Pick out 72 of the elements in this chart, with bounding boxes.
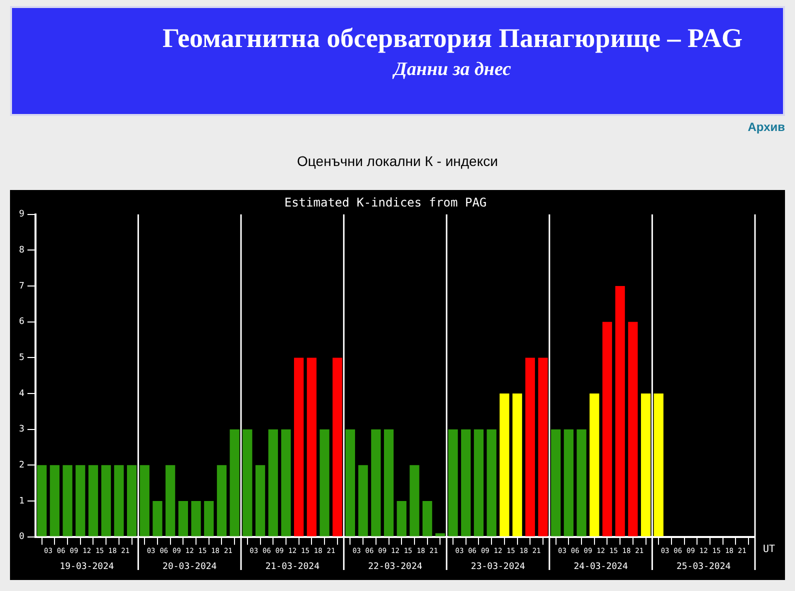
x2-tick-label: 24-03-2024 <box>574 562 628 572</box>
y-tick-label: 8 <box>18 246 24 256</box>
bar <box>435 533 445 536</box>
chart-title: Estimated K-indices from PAG <box>284 195 487 210</box>
bar <box>204 500 214 536</box>
bar <box>332 358 342 536</box>
bar <box>140 465 150 536</box>
bar <box>576 429 586 536</box>
bar <box>564 429 574 536</box>
bar <box>306 358 317 536</box>
x2-tick-label: 22-03-2024 <box>368 562 422 572</box>
bar <box>410 465 420 536</box>
x2-tick-label: 25-03-2024 <box>676 562 731 572</box>
bar <box>126 465 137 536</box>
x2-tick-label: 19-03-2024 <box>60 562 114 572</box>
y-tick-label: 3 <box>18 424 24 435</box>
bar <box>461 429 471 536</box>
bar <box>50 465 60 536</box>
bar <box>242 429 252 536</box>
bar <box>281 429 291 536</box>
y-tick-label: 4 <box>18 388 24 399</box>
x2-tick-label: 23-03-2024 <box>470 562 526 572</box>
bar <box>76 465 86 536</box>
bar <box>448 429 458 536</box>
bar <box>191 500 201 536</box>
bar <box>500 394 510 536</box>
bar <box>62 465 72 536</box>
text: Данни за днес <box>392 59 512 81</box>
bar <box>230 429 240 536</box>
bar <box>538 358 548 536</box>
bar <box>358 465 368 536</box>
bar <box>640 394 651 536</box>
bar <box>628 322 638 536</box>
bar <box>37 465 47 536</box>
y-tick-label: 5 <box>18 353 24 364</box>
bar <box>101 465 111 536</box>
bar <box>486 429 496 536</box>
y-tick-label: 7 <box>18 281 24 292</box>
bar <box>396 500 406 536</box>
bar <box>152 500 162 536</box>
y-tick-label: 2 <box>18 460 24 470</box>
y-tick-label: 0 <box>18 532 24 542</box>
bar <box>178 500 188 536</box>
bar <box>512 394 522 536</box>
bar <box>590 394 600 536</box>
bar <box>615 286 625 536</box>
text: Архив <box>748 120 785 134</box>
bar <box>320 429 330 536</box>
text: Оценъчни локални К - индекси <box>296 153 499 169</box>
bar <box>114 465 124 536</box>
bar <box>654 394 664 536</box>
bar <box>474 429 484 536</box>
bar <box>88 465 98 536</box>
bar <box>422 500 432 536</box>
bar <box>384 429 394 536</box>
x-axis-title: UT <box>763 544 776 555</box>
x2-tick-label: 21-03-2024 <box>265 562 320 572</box>
bar <box>255 465 266 536</box>
y-tick-label: 9 <box>18 210 24 220</box>
y-tick-label: 1 <box>18 496 24 506</box>
bar <box>371 429 381 536</box>
bar <box>345 429 356 536</box>
bar <box>166 465 176 536</box>
y-tick-label: 6 <box>18 317 24 328</box>
bar <box>268 429 278 536</box>
bar <box>525 358 535 536</box>
bar <box>294 358 304 536</box>
bar <box>216 465 227 536</box>
text: Геомагнитна обсерватория Панагюрище – PAG <box>161 22 744 55</box>
bar <box>602 322 612 536</box>
x2-tick-label: 20-03-2024 <box>162 562 217 572</box>
bar <box>551 429 561 536</box>
